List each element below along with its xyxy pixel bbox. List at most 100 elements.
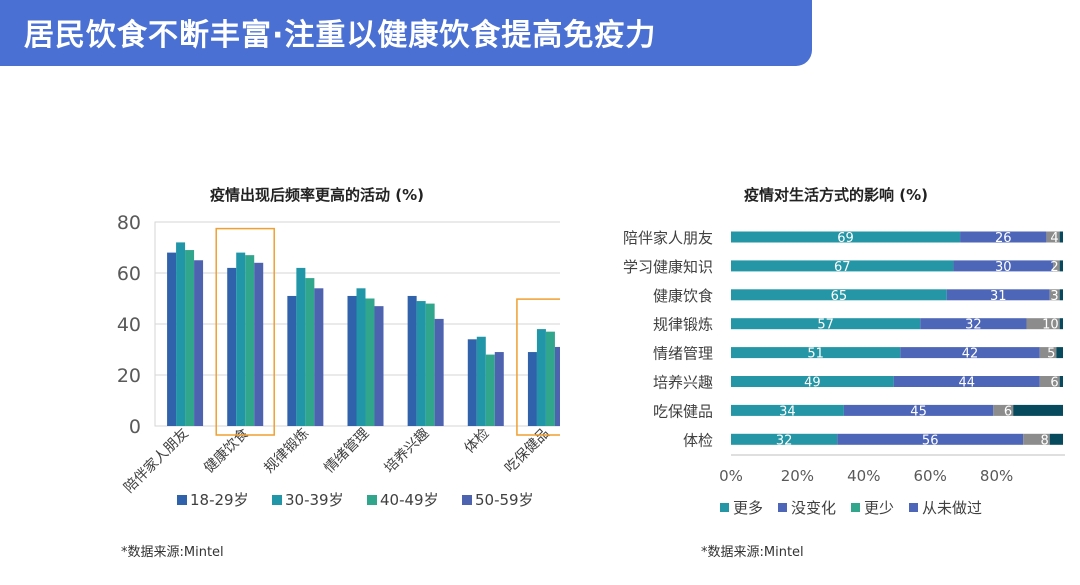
x-tick-label: 60%: [914, 467, 947, 485]
legend-label-没变化: 没变化: [791, 499, 836, 517]
legend-swatch-更少: [851, 503, 860, 512]
legend-swatch-30-39岁: [272, 495, 282, 505]
legend-label-18-29岁: 18-29岁: [190, 491, 249, 509]
y-tick-label: 吃保健品: [653, 402, 713, 420]
bar-30-39岁-培养兴趣: [416, 301, 426, 426]
bar-18-29岁-健康饮食: [227, 267, 237, 426]
x-tick-label: 吃保健品: [502, 426, 553, 477]
data-label: 56: [922, 433, 939, 448]
data-label: 67: [834, 260, 851, 275]
segment-从未做过-规律锻炼: [1059, 318, 1063, 330]
bar-40-49岁-情绪管理: [365, 298, 375, 426]
x-tick-label: 20%: [781, 467, 814, 485]
segment-没变化-吃保健品: [843, 404, 994, 416]
data-label: 30: [995, 260, 1012, 275]
data-label: 5: [1047, 347, 1055, 362]
data-label: 10: [1042, 318, 1059, 333]
segment-从未做过-陪伴家人朋友: [1059, 231, 1063, 243]
segment-从未做过-学习健康知识: [1059, 260, 1063, 272]
bar-40-49岁-规律锻炼: [305, 278, 315, 426]
data-label: 4: [1050, 231, 1058, 246]
highlight-box-吃保健品: [516, 298, 560, 436]
bar-50-59岁-情绪管理: [374, 306, 384, 426]
segment-更多-体检: [731, 433, 838, 445]
legend-label-更多: 更多: [733, 499, 763, 517]
data-label: 65: [831, 289, 848, 304]
y-tick-label: 健康饮食: [653, 287, 713, 305]
segment-更多-健康饮食: [731, 289, 947, 301]
data-label: 69: [837, 231, 854, 246]
data-label: 6: [1004, 404, 1012, 419]
legend-label-50-59岁: 50-59岁: [475, 491, 534, 509]
data-label: 32: [965, 318, 982, 333]
x-tick-label: 健康饮食: [200, 425, 252, 477]
x-tick-label: 规律锻炼: [261, 426, 312, 477]
data-label: 6: [1050, 376, 1058, 391]
data-label: 2: [1050, 260, 1058, 275]
segment-没变化-规律锻炼: [920, 318, 1027, 330]
data-label: 3: [1050, 289, 1058, 304]
data-label: 34: [779, 404, 796, 419]
legend-swatch-没变化: [778, 503, 787, 512]
y-tick-label: 情绪管理: [653, 345, 713, 363]
legend-swatch-40-49岁: [367, 495, 377, 505]
segment-从未做过-吃保健品: [1013, 404, 1063, 416]
bar-30-39岁-情绪管理: [356, 288, 366, 426]
bar-18-29岁-陪伴家人朋友: [167, 252, 177, 426]
segment-更少-陪伴家人朋友: [1046, 231, 1060, 243]
left-chart-title: 疫情出现后频率更高的活动 (%): [210, 186, 424, 204]
data-label: 51: [807, 347, 824, 362]
segment-更多-陪伴家人朋友: [731, 231, 961, 243]
segment-从未做过-培养兴趣: [1059, 376, 1063, 387]
segment-更多-培养兴趣: [731, 376, 894, 387]
bar-50-59岁-培养兴趣: [434, 318, 444, 426]
segment-更少-规律锻炼: [1026, 318, 1060, 330]
legend-label-40-49岁: 40-49岁: [380, 491, 439, 509]
segment-更少-情绪管理: [1039, 347, 1057, 359]
highlight-box-健康饮食: [215, 227, 275, 436]
legend-label-更少: 更少: [864, 499, 894, 517]
data-label: 44: [958, 376, 975, 391]
y-tick-label: 80: [117, 212, 141, 234]
segment-没变化-体检: [837, 433, 1024, 445]
header-banner: 居民饮食不断丰富·注重以健康饮食提高免疫力: [0, 0, 812, 66]
segment-没变化-学习健康知识: [953, 260, 1054, 272]
x-tick-label: 体检: [462, 426, 493, 457]
x-tick-label: 80%: [980, 467, 1013, 485]
y-tick-label: 规律锻炼: [653, 316, 713, 334]
segment-更少-健康饮食: [1049, 289, 1060, 301]
bar-40-49岁-培养兴趣: [425, 303, 435, 426]
segment-更多-学习健康知识: [731, 260, 954, 272]
bar-40-49岁-陪伴家人朋友: [185, 250, 195, 426]
segment-更少-体检: [1023, 433, 1050, 445]
x-tick-label: 0%: [719, 467, 743, 485]
segment-更多-情绪管理: [731, 347, 901, 359]
bar-50-59岁-健康饮食: [254, 262, 264, 426]
bar-50-59岁-吃保健品: [554, 346, 560, 426]
data-label: 26: [995, 231, 1012, 246]
legend-swatch-50-59岁: [462, 495, 472, 505]
segment-没变化-情绪管理: [900, 347, 1040, 359]
data-label: 31: [990, 289, 1007, 304]
bar-50-59岁-体检: [494, 352, 504, 426]
x-tick-label: 40%: [847, 467, 880, 485]
segment-从未做过-健康饮食: [1059, 289, 1063, 301]
legend-label-从未做过: 从未做过: [922, 499, 982, 517]
bar-50-59岁-陪伴家人朋友: [194, 260, 204, 426]
legend-swatch-更多: [720, 503, 729, 512]
bar-30-39岁-健康饮食: [236, 252, 246, 426]
bar-18-29岁-培养兴趣: [407, 295, 417, 426]
segment-更少-学习健康知识: [1053, 260, 1060, 272]
data-label: 42: [962, 347, 979, 362]
legend-label-30-39岁: 30-39岁: [285, 491, 344, 509]
y-tick-label: 0: [129, 416, 141, 438]
segment-没变化-陪伴家人朋友: [960, 231, 1047, 243]
x-tick-label: 情绪管理: [321, 426, 372, 477]
data-label: 32: [776, 433, 793, 448]
left-source-note: *数据来源:Mintel: [121, 545, 224, 560]
bar-40-49岁-健康饮食: [245, 255, 255, 426]
bar-30-39岁-陪伴家人朋友: [176, 242, 186, 426]
segment-没变化-培养兴趣: [893, 376, 1040, 387]
bar-18-29岁-吃保健品: [527, 352, 537, 426]
